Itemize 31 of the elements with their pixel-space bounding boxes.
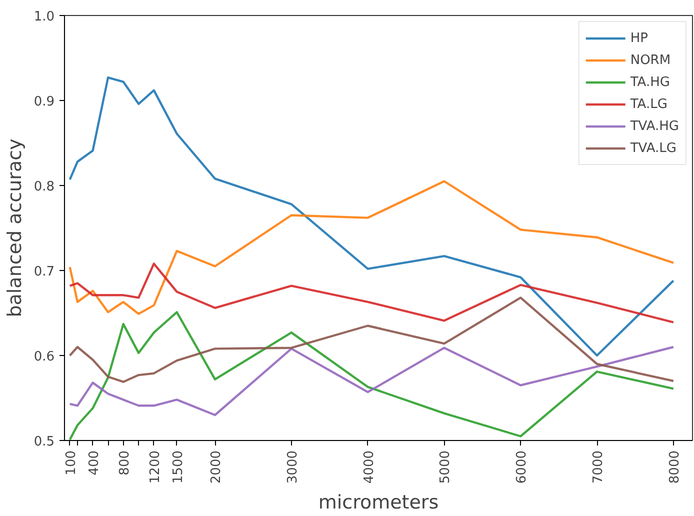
x-tick-label: 1200 [148,450,163,484]
y-axis-title: balanced accuracy [4,138,26,318]
x-tick-label: 800 [117,450,132,476]
y-tick-label: 0.7 [34,264,55,280]
x-tick-label: 2000 [209,450,224,484]
y-tick-label: 0.9 [34,94,55,110]
legend-label: HP [630,30,649,46]
x-tick-label: 7000 [591,450,606,484]
x-tick-label: 400 [86,450,102,476]
x-tick-label: 1500 [170,450,186,484]
line-series [68,180,674,315]
line-series [68,346,674,416]
legend-label: TVA.LG [630,140,676,156]
y-tick-label: 1.0 [34,10,55,24]
y-tick-label: 0.6 [34,350,55,364]
line-series [68,296,674,383]
legend-label: TA.HG [630,74,670,90]
legend-label: TA.LG [630,96,668,112]
line-series [68,262,674,324]
legend-label: NORM [630,52,671,68]
x-tick-label: 3000 [285,450,300,484]
x-tick-label: 100 [64,450,79,476]
y-tick-label: 0.5 [34,434,55,450]
x-tick-label: 4000 [362,450,377,484]
x-tick-label: 5000 [438,450,454,484]
legend-label: TVA.HG [630,118,679,134]
x-tick-label: 6000 [514,450,530,484]
x-axis-title: micrometers [318,492,439,514]
y-tick-label: 0.8 [34,180,55,194]
x-tick-label: 8000 [667,450,682,484]
line-series [68,311,674,440]
